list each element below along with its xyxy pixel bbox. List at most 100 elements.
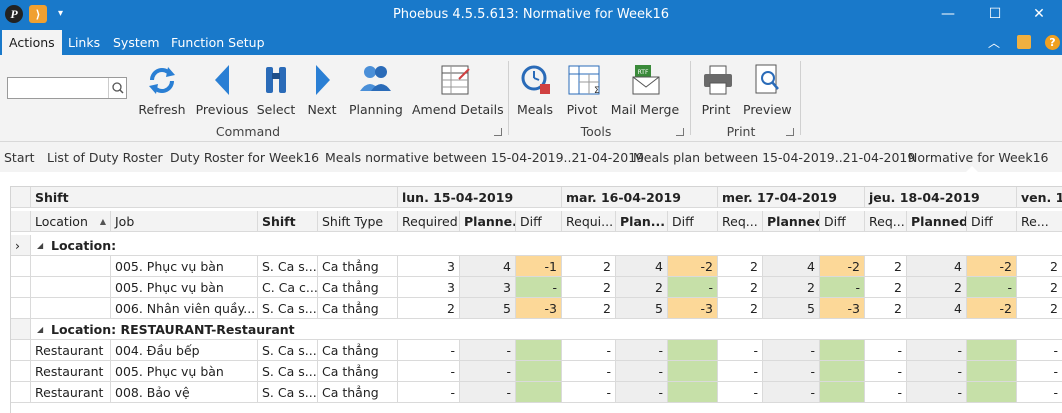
cell-shift-type[interactable]: Ca thẳng [318, 298, 398, 319]
cell-required[interactable]: 2 [562, 256, 616, 277]
cell-planned[interactable]: - [460, 340, 516, 361]
column-header-d2-2[interactable]: Diff [668, 211, 718, 232]
cell-diff[interactable] [820, 340, 865, 361]
cell-diff[interactable] [967, 361, 1017, 382]
cell-location[interactable]: Restaurant [31, 382, 111, 403]
archive-icon[interactable] [1017, 35, 1031, 49]
cell-planned[interactable]: - [460, 382, 516, 403]
cell-shift[interactable]: C. Ca c... [258, 277, 318, 298]
cell-required[interactable]: - [1017, 340, 1062, 361]
minimize-button[interactable]: — [941, 6, 955, 22]
refresh-button[interactable]: Refresh [137, 61, 187, 117]
meals-button[interactable]: Meals [516, 61, 554, 117]
breadcrumb-duty-roster-week16[interactable]: Duty Roster for Week16 [170, 150, 320, 165]
cell-diff[interactable] [516, 340, 562, 361]
cell-planned[interactable]: 4 [907, 256, 967, 277]
cell-shift[interactable]: S. Ca s... [258, 256, 318, 277]
cell-required[interactable]: 2 [398, 298, 460, 319]
cell-planned[interactable]: 4 [763, 256, 820, 277]
cell-required[interactable]: 2 [562, 277, 616, 298]
cell-diff[interactable]: -2 [967, 256, 1017, 277]
cell-required[interactable]: - [562, 382, 616, 403]
cell-required[interactable]: - [865, 382, 907, 403]
cell-diff[interactable] [668, 361, 718, 382]
print-button[interactable]: Print [698, 61, 734, 117]
search-icon[interactable] [108, 78, 126, 98]
help-icon[interactable]: ? [1045, 35, 1060, 50]
cell-planned[interactable]: - [763, 382, 820, 403]
cell-diff[interactable] [516, 361, 562, 382]
cell-required[interactable]: - [1017, 361, 1062, 382]
cell-planned[interactable]: 2 [763, 277, 820, 298]
cell-required[interactable]: 2 [1017, 298, 1062, 319]
cell-required[interactable]: 2 [562, 298, 616, 319]
cell-required[interactable]: 2 [718, 277, 763, 298]
cell-diff[interactable]: - [820, 277, 865, 298]
cell-required[interactable]: - [865, 361, 907, 382]
cell-required[interactable]: 2 [1017, 277, 1062, 298]
column-header-job[interactable]: Job [111, 211, 258, 232]
cell-location[interactable] [31, 298, 111, 319]
cell-job[interactable]: 005. Phục vụ bàn [111, 277, 258, 298]
cell-planned[interactable]: 5 [616, 298, 668, 319]
command-launcher-icon[interactable] [494, 128, 502, 136]
column-header-shift-type[interactable]: Shift Type [318, 211, 398, 232]
cell-diff[interactable]: - [668, 277, 718, 298]
cell-diff[interactable]: -3 [516, 298, 562, 319]
cell-planned[interactable]: 2 [907, 277, 967, 298]
column-header-d3-0[interactable]: Req... [718, 211, 763, 232]
cell-job[interactable]: 005. Phục vụ bàn [111, 361, 258, 382]
row-indicator[interactable] [11, 361, 31, 382]
previous-button[interactable]: Previous [195, 61, 249, 117]
cell-diff[interactable]: -2 [967, 298, 1017, 319]
cell-required[interactable]: - [398, 340, 460, 361]
cell-planned[interactable]: 4 [460, 256, 516, 277]
row-indicator[interactable]: › [11, 235, 31, 256]
cell-required[interactable]: 2 [865, 298, 907, 319]
column-header-d4-1[interactable]: Planned [907, 211, 967, 232]
cell-job[interactable]: 004. Đầu bếp [111, 340, 258, 361]
column-header-shift[interactable]: Shift [258, 211, 318, 232]
cell-planned[interactable]: - [616, 382, 668, 403]
cell-job[interactable]: 005. Phục vụ bàn [111, 256, 258, 277]
cell-required[interactable]: 2 [865, 256, 907, 277]
cell-job[interactable]: 006. Nhân viên quầy... [111, 298, 258, 319]
column-header-d1-1[interactable]: Planne... [460, 211, 516, 232]
column-header-d4-2[interactable]: Diff [967, 211, 1017, 232]
cell-shift-type[interactable]: Ca thẳng [318, 256, 398, 277]
collapse-group-icon[interactable]: ◢ [37, 241, 44, 250]
breadcrumb-meals-normative[interactable]: Meals normative between 15-04-2019..21-0… [325, 150, 645, 165]
next-button[interactable]: Next [303, 61, 341, 117]
cell-planned[interactable]: - [616, 361, 668, 382]
cell-required[interactable]: - [398, 382, 460, 403]
cell-required[interactable]: 3 [398, 277, 460, 298]
column-header-d3-1[interactable]: Planned [763, 211, 820, 232]
cell-required[interactable]: - [398, 361, 460, 382]
cell-planned[interactable]: 3 [460, 277, 516, 298]
cell-planned[interactable]: 2 [616, 277, 668, 298]
column-header-location[interactable]: Location ▲ [31, 211, 111, 232]
cell-diff[interactable] [967, 382, 1017, 403]
preview-button[interactable]: Preview [743, 61, 792, 117]
column-header-d3-2[interactable]: Diff [820, 211, 865, 232]
breadcrumb-list-of-duty-roster[interactable]: List of Duty Roster [47, 150, 163, 165]
cell-shift[interactable]: S. Ca s... [258, 361, 318, 382]
tools-launcher-icon[interactable] [676, 128, 684, 136]
column-header-d1-0[interactable]: Required [398, 211, 460, 232]
cell-location[interactable] [31, 256, 111, 277]
group-row-label[interactable]: Location: RESTAURANT-Restaurant ◢ [31, 319, 1062, 340]
cell-planned[interactable]: - [616, 340, 668, 361]
cell-required[interactable]: 2 [1017, 256, 1062, 277]
cell-diff[interactable] [967, 340, 1017, 361]
close-button[interactable]: ✕ [1033, 6, 1045, 22]
cell-required[interactable]: - [562, 340, 616, 361]
maximize-button[interactable]: ☐ [988, 6, 1002, 22]
row-indicator[interactable] [11, 340, 31, 361]
cell-diff[interactable] [820, 361, 865, 382]
pivot-button[interactable]: Σ Pivot [564, 61, 600, 117]
cell-location[interactable]: Restaurant [31, 340, 111, 361]
cell-required[interactable]: - [562, 361, 616, 382]
cell-diff[interactable] [820, 382, 865, 403]
cell-required[interactable]: - [718, 382, 763, 403]
cell-planned[interactable]: - [907, 361, 967, 382]
